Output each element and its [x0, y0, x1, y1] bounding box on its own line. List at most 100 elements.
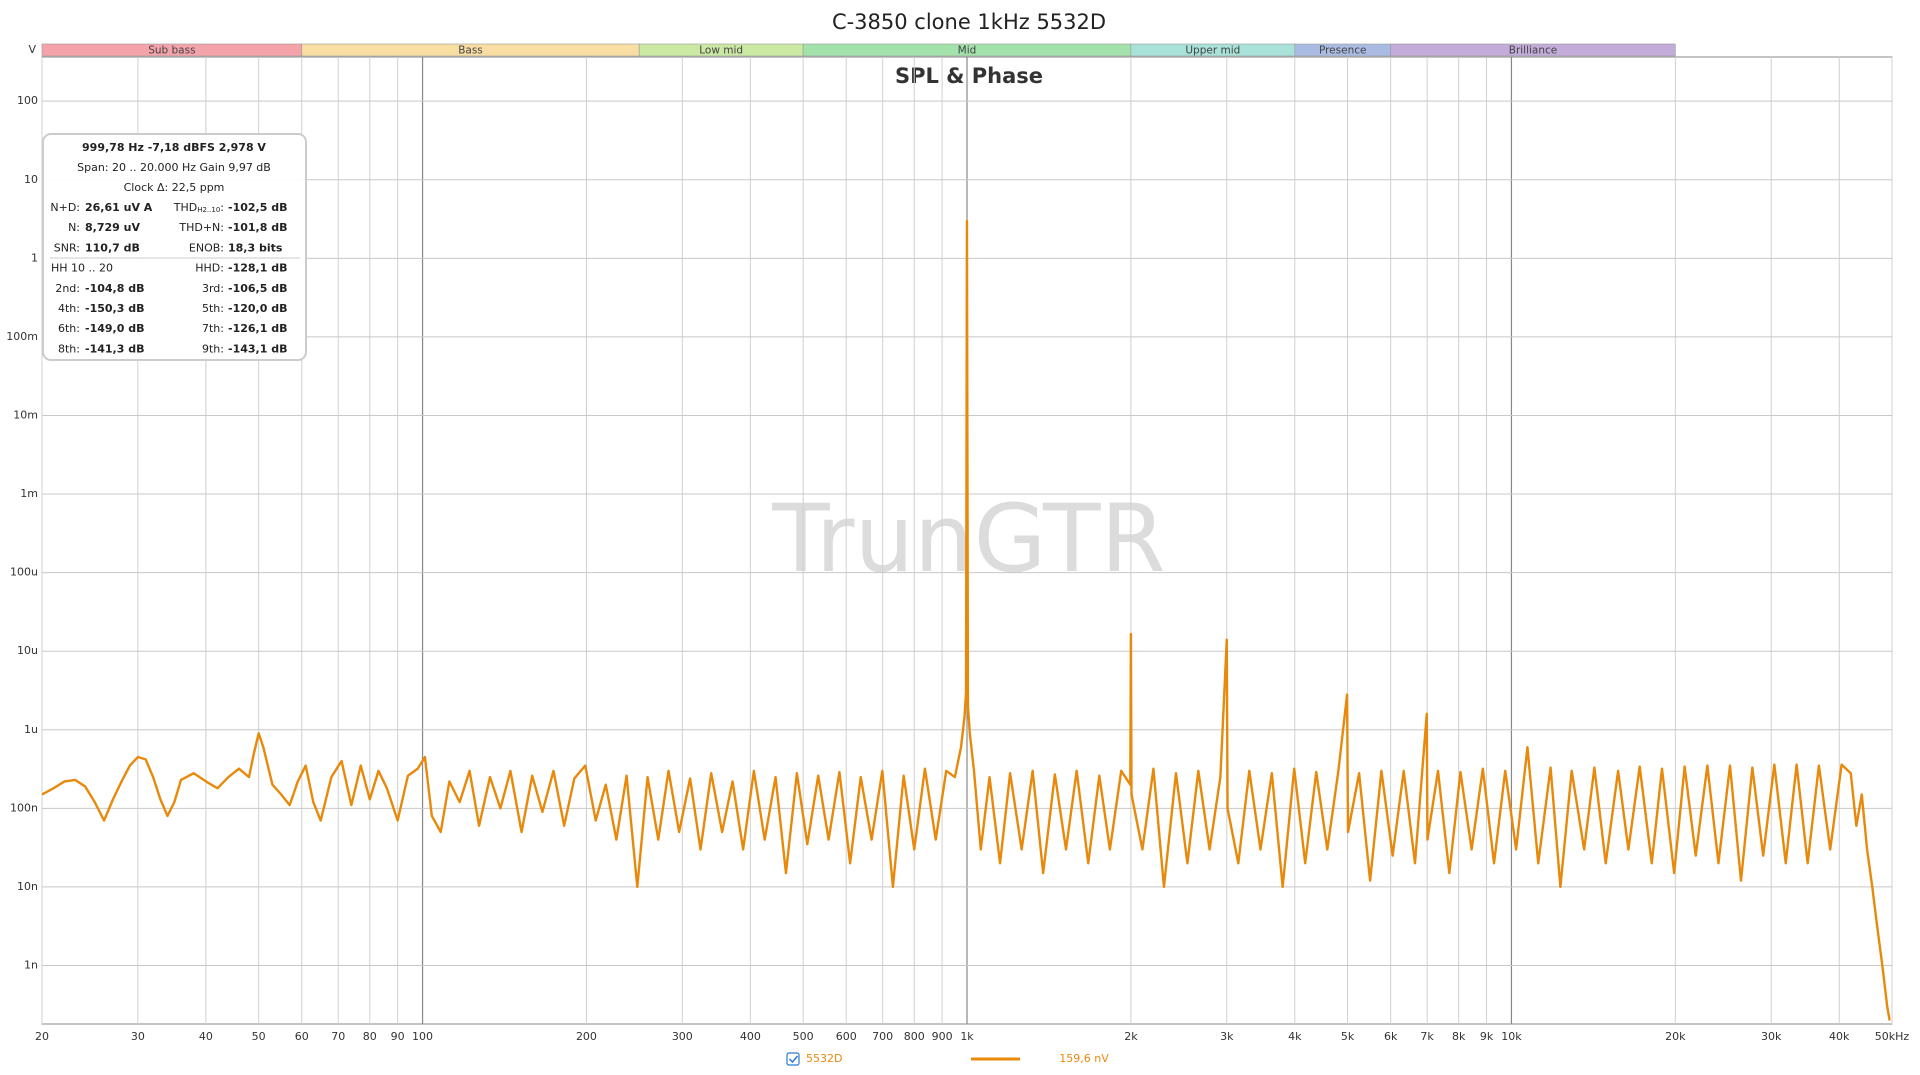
y-tick-label: 100n: [10, 801, 38, 814]
info-header: 999,78 Hz -7,18 dBFS 2,978 V: [82, 141, 266, 154]
x-tick-label: 100: [412, 1030, 433, 1043]
legend-checkbox[interactable]: [786, 1052, 800, 1066]
x-tick-label: 70: [331, 1030, 345, 1043]
band-label: Brilliance: [1509, 45, 1558, 57]
info-label: ENOB:: [189, 241, 224, 254]
legend-value: 159,6 nV: [1059, 1052, 1109, 1065]
x-tick-label: 30k: [1761, 1030, 1782, 1043]
info-value: 110,7 dB: [85, 241, 140, 254]
info-value: -102,5 dB: [228, 201, 287, 214]
info-label-sub: H2..10: [197, 206, 220, 214]
info-value: -143,1 dB: [228, 342, 287, 355]
x-tick-label: 40k: [1829, 1030, 1850, 1043]
band-label: Upper mid: [1185, 45, 1240, 57]
info-label: 8th:: [58, 342, 80, 355]
info-label: 7th:: [202, 322, 224, 335]
info-label-text: THD: [173, 201, 197, 214]
info-label-text: THD+N:: [178, 221, 224, 234]
info-label-text: 8th:: [58, 342, 80, 355]
chart-subtitle: SPL & Phase: [895, 64, 1043, 88]
info-label: 3rd:: [202, 282, 224, 295]
info-label-text: ENOB:: [189, 241, 224, 254]
info-label: HHD:: [195, 262, 224, 275]
info-value: 18,3 bits: [228, 241, 283, 254]
info-label: 5th:: [202, 302, 224, 315]
info-label-text: N+D:: [50, 201, 80, 214]
legend-label: 5532D: [806, 1052, 842, 1065]
y-tick-label: 10m: [13, 408, 38, 421]
band-label: Mid: [958, 45, 977, 57]
info-header: Clock Δ: 22,5 ppm: [124, 181, 225, 194]
x-tick-label: 90: [391, 1030, 405, 1043]
x-tick-label: 3k: [1220, 1030, 1234, 1043]
x-tick-label: 6k: [1384, 1030, 1398, 1043]
x-tick-label: 80: [363, 1030, 377, 1043]
x-tick-label: 30: [131, 1030, 145, 1043]
y-tick-label: 10n: [17, 880, 38, 893]
info-label: N+D:: [50, 201, 80, 214]
x-tick-label: 8k: [1452, 1030, 1466, 1043]
info-value: 26,61 uV A: [85, 201, 153, 214]
info-label-text: HHD:: [195, 262, 224, 275]
chart-title: C-3850 clone 1kHz 5532D: [832, 10, 1106, 34]
y-tick-label: 10u: [17, 644, 38, 657]
info-label-text: 4th:: [58, 302, 80, 315]
y-tick-label: 10: [24, 173, 38, 186]
y-tick-label: 1m: [20, 487, 38, 500]
x-tick-label: 700: [872, 1030, 893, 1043]
legend-check: [788, 1055, 799, 1064]
x-tick-label: 300: [672, 1030, 693, 1043]
band-label: Low mid: [699, 45, 743, 57]
info-label: 6th:: [58, 322, 80, 335]
info-value: -128,1 dB: [228, 262, 287, 275]
x-tick-label: 20k: [1665, 1030, 1686, 1043]
info-value: -149,0 dB: [85, 322, 144, 335]
x-tick-label: 50kHz: [1875, 1030, 1910, 1043]
info-value: -150,3 dB: [85, 302, 144, 315]
x-tick-label: 900: [932, 1030, 953, 1043]
y-tick-label: 1n: [24, 958, 38, 971]
series-line: [42, 219, 1891, 1021]
info-label: HH 10 .. 20: [51, 262, 113, 275]
info-label: 4th:: [58, 302, 80, 315]
info-label: SNR:: [54, 241, 80, 254]
x-tick-label: 60: [295, 1030, 309, 1043]
series-group: [42, 219, 1891, 1021]
x-tick-label: 2k: [1124, 1030, 1138, 1043]
info-frame: [42, 133, 307, 361]
y-tick-label: 100: [17, 94, 38, 107]
y-tick-label: 1u: [24, 723, 38, 736]
info-label-text: N:: [68, 221, 80, 234]
info-label-text: 6th:: [58, 322, 80, 335]
x-tick-label: 1k: [960, 1030, 974, 1043]
x-tick-label: 40: [199, 1030, 213, 1043]
x-tick-label: 800: [904, 1030, 925, 1043]
x-tick-label: 600: [836, 1030, 857, 1043]
info-value: -120,0 dB: [228, 302, 287, 315]
x-tick-label: 10k: [1501, 1030, 1522, 1043]
info-label-text: 9th:: [202, 342, 224, 355]
info-label: 2nd:: [55, 282, 80, 295]
y-axis-label: V: [28, 43, 36, 56]
x-tick-label: 7k: [1420, 1030, 1434, 1043]
info-label: N:: [68, 221, 80, 234]
band-label: Presence: [1319, 45, 1367, 57]
x-tick-label: 5k: [1341, 1030, 1355, 1043]
x-tick-label: 200: [576, 1030, 597, 1043]
info-value: -126,1 dB: [228, 322, 287, 335]
info-value: -106,5 dB: [228, 282, 287, 295]
info-value: -141,3 dB: [85, 342, 144, 355]
info-value: -104,8 dB: [85, 282, 144, 295]
info-header: Span: 20 .. 20.000 Hz Gain 9,97 dB: [77, 161, 271, 174]
info-label-text: 3rd:: [202, 282, 224, 295]
band-label: Sub bass: [148, 45, 195, 57]
info-label: 9th:: [202, 342, 224, 355]
x-tick-label: 4k: [1288, 1030, 1302, 1043]
y-tick-label: 100m: [6, 330, 38, 343]
info-label-text: 5th:: [202, 302, 224, 315]
x-tick-label: 500: [793, 1030, 814, 1043]
info-label-end: :: [220, 201, 224, 214]
x-tick-label: 20: [35, 1030, 49, 1043]
info-label-text: 7th:: [202, 322, 224, 335]
